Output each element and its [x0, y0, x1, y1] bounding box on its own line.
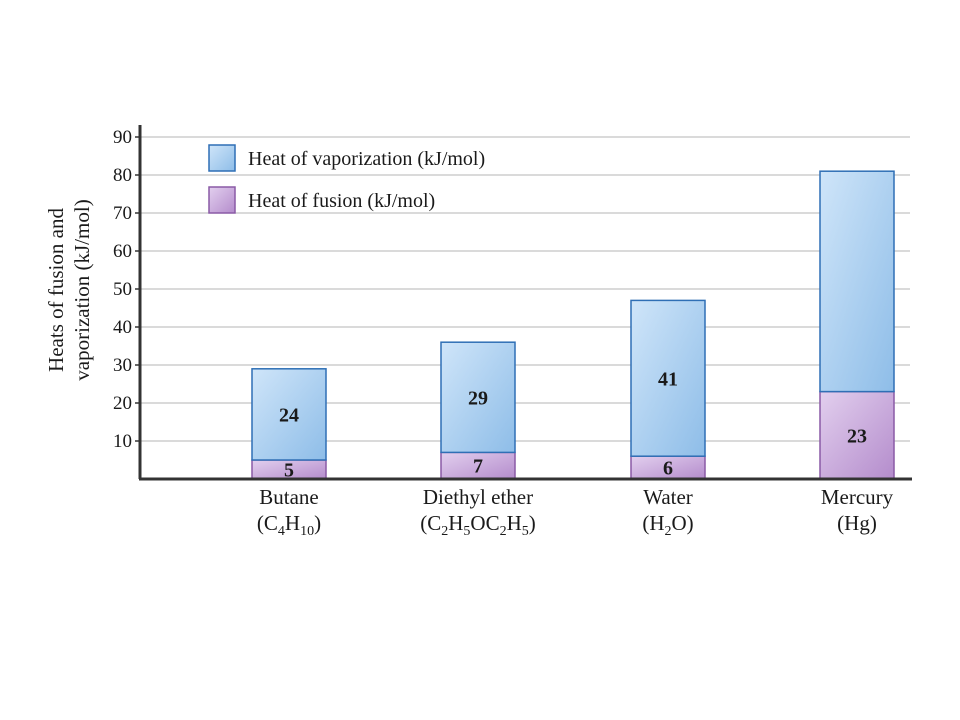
axes [138, 125, 912, 481]
bar-vaporization [819, 170, 895, 393]
y-tick-label: 50 [113, 279, 132, 300]
y-axis-title: Heats of fusion and vaporization (kJ/mol… [44, 199, 94, 380]
bar-vaporization [251, 368, 327, 461]
y-axis-title-line1: Heats of fusion and [44, 208, 68, 372]
bar-vaporization [630, 299, 706, 457]
x-tick-label: Mercury [821, 485, 894, 509]
y-ticks: 10 20 30 40 50 60 70 80 90 [113, 127, 140, 452]
y-tick-label: 90 [113, 127, 132, 148]
data-label: 6 [663, 458, 673, 480]
data-label: 5 [284, 460, 294, 482]
x-tick-formula: (C2H5OC2H5) [420, 511, 536, 539]
x-tick-label: Diethyl ether [423, 485, 533, 509]
legend-label: Heat of fusion (kJ/mol) [248, 190, 435, 212]
legend: Heat of vaporization (kJ/mol) Heat of fus… [208, 144, 485, 214]
bar-fusion [440, 451, 516, 480]
y-tick-label: 30 [113, 355, 132, 376]
y-tick-label: 20 [113, 393, 132, 414]
y-tick-label: 40 [113, 317, 132, 338]
legend-label: Heat of vaporization (kJ/mol) [248, 148, 485, 170]
y-tick-label: 10 [113, 431, 132, 452]
legend-swatch [208, 144, 236, 172]
legend-swatch [208, 186, 236, 214]
data-label: 41 [658, 368, 678, 390]
x-tick-formula: (C4H10) [257, 511, 321, 539]
data-label: 29 [468, 387, 488, 409]
y-tick-label: 80 [113, 165, 132, 186]
bars: 5 24 7 29 6 41 23 [251, 170, 895, 482]
x-tick-formula: (Hg) [837, 511, 877, 535]
y-tick-label: 60 [113, 241, 132, 262]
data-label: 24 [279, 404, 299, 426]
x-tick-formula: (H2O) [642, 511, 693, 539]
data-label: 23 [847, 425, 867, 447]
bar-vaporization [440, 341, 516, 454]
x-tick-label: Water [643, 485, 693, 509]
y-axis-title-line2: vaporization (kJ/mol) [70, 199, 94, 380]
y-tick-label: 70 [113, 203, 132, 224]
data-label: 7 [473, 456, 483, 478]
x-tick-label: Butane [259, 485, 318, 509]
x-tick-labels: Butane(C4H10) Diethyl ether(C2H5OC2H5) Wat… [257, 485, 894, 539]
